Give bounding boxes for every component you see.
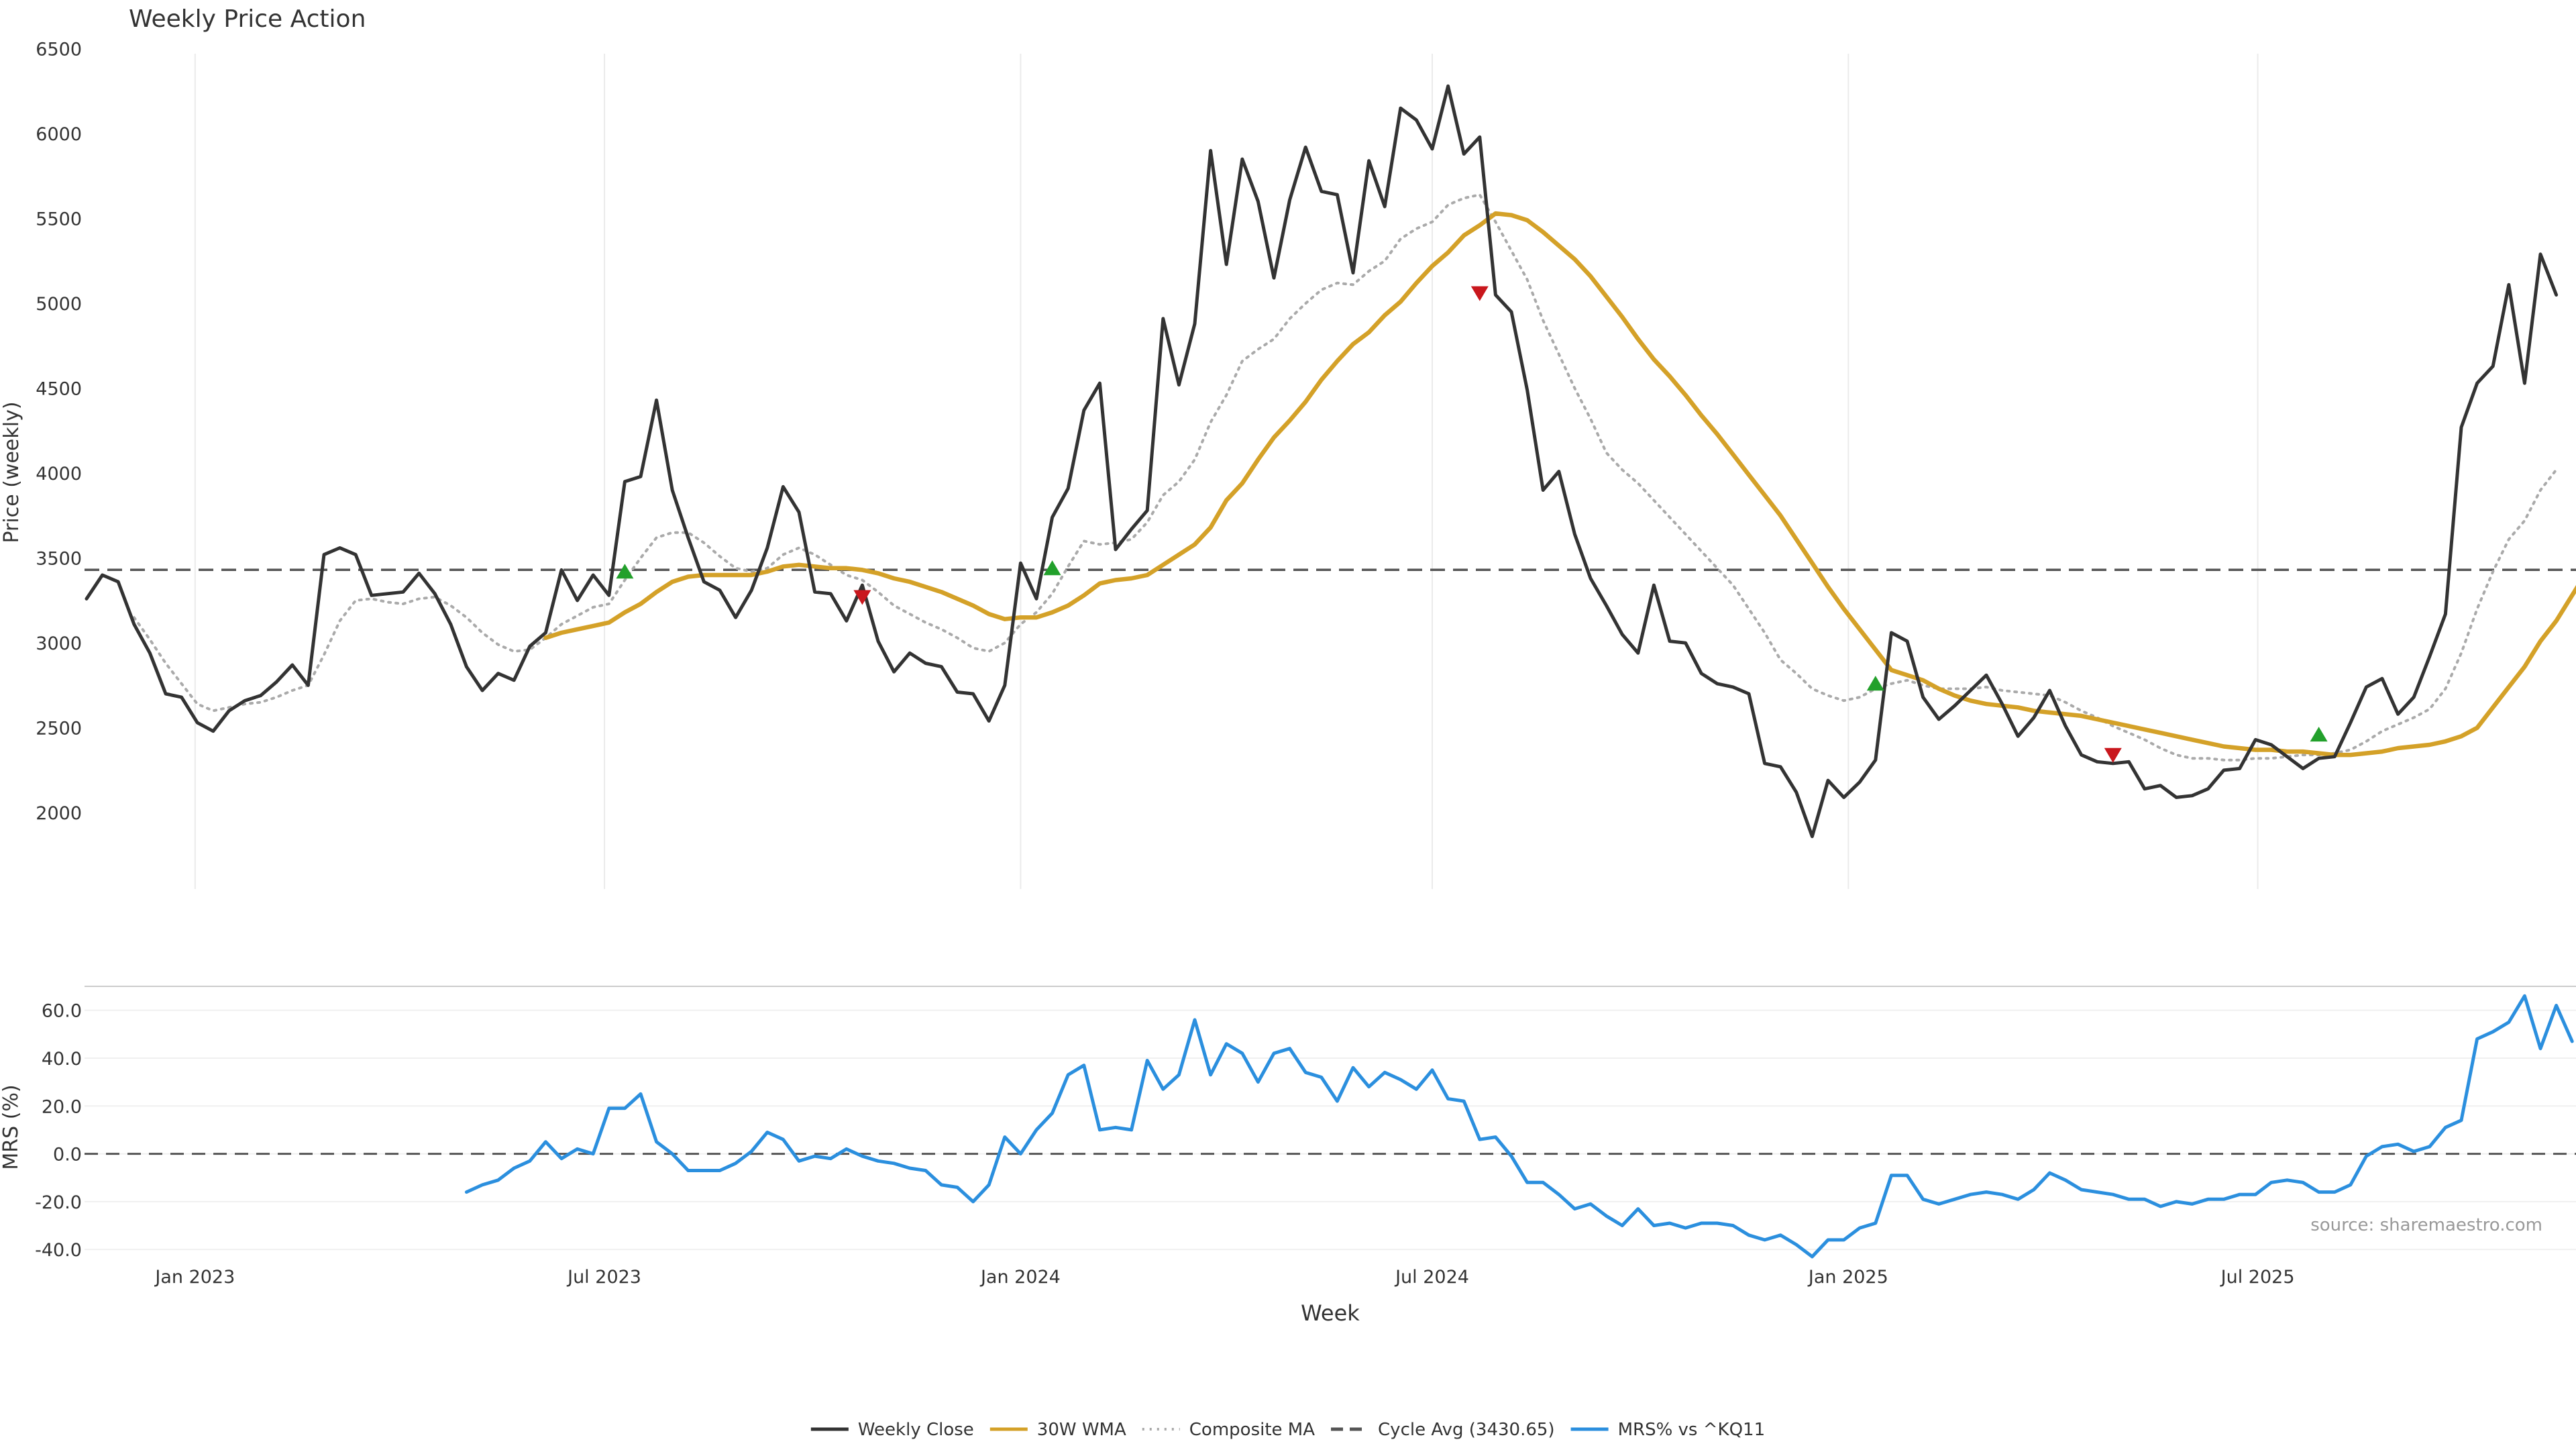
chart-title: Weekly Price Action — [129, 5, 366, 33]
mrs-y-ticks: 60.0 40.0 20.0 0.0 -20.0 -40.0 — [35, 1001, 82, 1261]
x-tick-label: Jan 2025 — [1807, 1267, 1888, 1288]
composite-ma-line — [132, 193, 2558, 762]
buy-signal-marker — [1043, 560, 1061, 576]
source-watermark: source: sharemaestro.com — [2310, 1215, 2542, 1235]
x-ticks: Jan 2023 Jul 2023 Jan 2024 Jul 2024 Jan 2025… — [154, 1267, 2294, 1288]
mrs-grid — [85, 1009, 2576, 1251]
x-axis-label: Week — [1301, 1300, 1360, 1326]
sell-signal-marker — [853, 590, 871, 605]
legend-label: Cycle Avg (3430.65) — [1378, 1420, 1555, 1440]
sell-signal-marker — [2104, 747, 2122, 763]
signal-markers — [616, 286, 2328, 763]
price-y-tick-label: 2000 — [36, 803, 82, 824]
buy-signal-marker — [616, 564, 634, 579]
mrs-y-tick-label: -40.0 — [35, 1240, 82, 1261]
mrs-y-tick-label: 60.0 — [42, 1001, 82, 1022]
mrs-y-tick-label: 20.0 — [42, 1096, 82, 1117]
sell-signal-marker — [1470, 286, 1489, 301]
price-y-tick-label: 5000 — [36, 294, 82, 315]
price-y-tick-label: 4500 — [36, 379, 82, 400]
legend-label: 30W WMA — [1037, 1420, 1126, 1440]
price-y-tick-label: 2500 — [36, 719, 82, 739]
legend-label: Composite MA — [1189, 1420, 1315, 1440]
wma-30w-line — [543, 211, 2576, 758]
price-y-tick-label: 5500 — [36, 209, 82, 230]
buy-signal-marker — [1866, 676, 1884, 691]
x-tick-label: Jul 2024 — [1394, 1267, 1469, 1288]
legend-label: MRS% vs ^KQ11 — [1618, 1420, 1766, 1440]
x-tick-label: Jul 2023 — [566, 1267, 641, 1288]
x-tick-label: Jul 2025 — [2220, 1267, 2295, 1288]
price-y-axis-label: Price (weekly) — [0, 401, 23, 543]
x-tick-label: Jan 2024 — [979, 1267, 1061, 1288]
mrs-y-tick-label: -20.0 — [35, 1192, 82, 1213]
price-y-ticks: 2000 2500 3000 3500 4000 4500 5000 5500 6000 6500 — [36, 40, 82, 825]
price-grid — [194, 54, 2259, 889]
x-tick-label: Jan 2023 — [154, 1267, 235, 1288]
price-y-tick-label: 3000 — [36, 633, 82, 654]
price-y-tick-label: 4000 — [36, 464, 82, 484]
mrs-y-axis-label: MRS (%) — [0, 1084, 23, 1170]
legend-label: Weekly Close — [858, 1420, 974, 1440]
price-y-tick-label: 6000 — [36, 124, 82, 145]
price-y-tick-label: 6500 — [36, 40, 82, 60]
mrs-line — [464, 994, 2574, 1259]
price-y-tick-label: 3500 — [36, 549, 82, 570]
mrs-series-group — [464, 994, 2574, 1259]
price-series-group — [85, 84, 2576, 839]
weekly-close-line — [85, 84, 2559, 839]
mrs-y-tick-label: 0.0 — [53, 1145, 82, 1165]
mrs-y-tick-label: 40.0 — [42, 1049, 82, 1070]
legend: Weekly Close 30W WMA Composite MA Cycle Avg… — [810, 1420, 1766, 1440]
buy-signal-marker — [2310, 727, 2328, 742]
